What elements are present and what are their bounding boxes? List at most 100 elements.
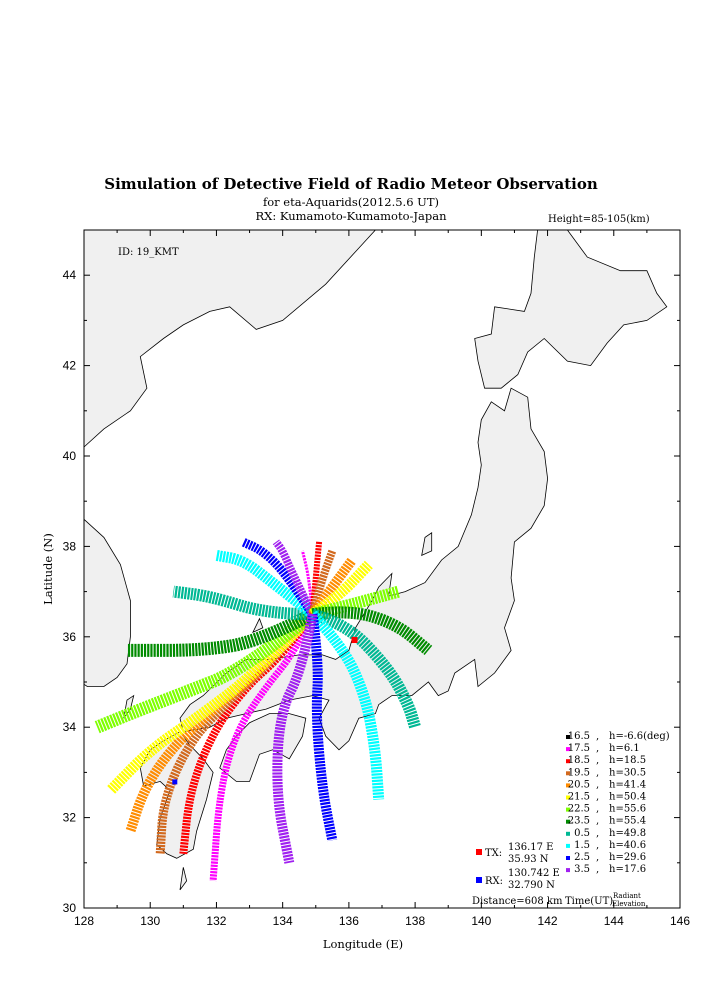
legend-elevation: h=30.5 xyxy=(609,767,646,778)
y-tick-label: 36 xyxy=(63,630,77,644)
legend-time: 1.5 xyxy=(574,840,590,851)
rx-station-marker xyxy=(172,779,178,785)
legend-comma: , xyxy=(596,755,599,766)
legend-elev-label-1: Radiant xyxy=(613,892,641,900)
legend-elevation: h=50.4 xyxy=(609,792,646,803)
tsushima-land xyxy=(123,694,135,719)
x-tick-label: 130 xyxy=(140,914,160,928)
legend-comma: , xyxy=(596,828,599,839)
legend-elevation: h=29.6 xyxy=(609,852,646,863)
y-tick-label: 42 xyxy=(63,359,77,373)
legend-swatch xyxy=(566,856,570,860)
distance-label: Distance=608 km xyxy=(472,896,563,907)
rx-lon: 130.742 E xyxy=(508,868,560,879)
legend-elevation: h=18.5 xyxy=(609,755,646,766)
shikoku-land xyxy=(219,713,307,782)
legend-comma: , xyxy=(596,804,599,815)
legend-swatch xyxy=(566,807,570,812)
legend-swatch xyxy=(566,747,570,752)
detective-fields xyxy=(94,537,433,882)
x-axis-label: Longitude (E) xyxy=(323,937,403,951)
legend-time: 18.5 xyxy=(568,755,590,766)
field-ribbon-6 xyxy=(127,608,316,657)
hokkaido-land xyxy=(474,230,668,389)
tx-lon: 136.17 E xyxy=(508,842,553,853)
x-tick-label: 146 xyxy=(670,914,690,928)
chart-subtitle: for eta-Aquarids(2012.5.6 UT) xyxy=(262,195,440,209)
x-tick-label: 128 xyxy=(74,914,94,928)
legend-comma: , xyxy=(596,816,599,827)
tx-lat: 35.93 N xyxy=(508,854,549,865)
x-tick-label: 134 xyxy=(273,914,293,928)
rx-lat: 32.790 N xyxy=(508,880,555,891)
legend-elevation: h=17.6 xyxy=(609,864,646,875)
y-axis-label: Latitude (N) xyxy=(41,533,55,605)
chart-title: Simulation of Detective Field of Radio M… xyxy=(104,175,598,193)
field-ribbon-21 xyxy=(272,613,318,864)
x-tick-label: 144 xyxy=(604,914,624,928)
x-tick-label: 140 xyxy=(471,914,491,928)
x-tick-label: 138 xyxy=(405,914,425,928)
y-tick-label: 40 xyxy=(63,449,77,463)
y-tick-label: 30 xyxy=(63,901,77,915)
legend-swatch xyxy=(566,795,570,800)
tx-station-marker xyxy=(351,637,358,643)
legend-comma: , xyxy=(596,731,599,742)
legend-time: 22.5 xyxy=(568,804,590,815)
field-ribbon-18 xyxy=(310,608,421,729)
tanegashima-land xyxy=(179,867,188,891)
legend-swatch xyxy=(566,819,570,824)
legend-time: 16.5 xyxy=(568,731,590,742)
field-ribbon-15 xyxy=(309,560,373,619)
legend-time: 19.5 xyxy=(568,767,590,778)
legend-time: 23.5 xyxy=(568,816,590,827)
legend-elevation: h=40.6 xyxy=(609,840,646,851)
legend-time-label: Time(UT) xyxy=(565,896,613,907)
legend-time: 0.5 xyxy=(574,828,590,839)
legend-comma: , xyxy=(596,743,599,754)
x-tick-label: 142 xyxy=(538,914,558,928)
legend-comma: , xyxy=(596,779,599,790)
legend-time: 20.5 xyxy=(568,779,590,790)
legend-elevation: h=55.6 xyxy=(609,804,646,815)
legend-elevation: h=55.4 xyxy=(609,816,646,827)
field-ribbon-7 xyxy=(172,585,313,621)
legend-comma: , xyxy=(596,767,599,778)
field-ribbon-4 xyxy=(106,610,317,795)
y-tick-label: 44 xyxy=(63,268,77,282)
id-label: ID: 19_KMT xyxy=(118,247,179,258)
tx-label: TX: xyxy=(485,848,502,859)
sado-land xyxy=(421,532,433,557)
field-ribbon-8 xyxy=(215,549,316,619)
legend-elevation: h=49.8 xyxy=(609,828,646,839)
x-tick-label: 132 xyxy=(206,914,226,928)
legend-swatch xyxy=(566,868,570,873)
legend-swatch xyxy=(566,759,570,764)
x-axis-ticks: 128 130 132 134 136 138 140 142 144 146 xyxy=(74,230,690,928)
legend-time: 17.5 xyxy=(568,743,590,754)
legend-elevation: h=-6.6(deg) xyxy=(609,731,670,742)
rx-label: RX: xyxy=(485,876,503,887)
legend-comma: , xyxy=(596,864,599,875)
y-axis-ticks: 30 32 34 36 38 40 42 44 xyxy=(63,229,680,915)
legend-swatch xyxy=(566,783,570,788)
legend-swatch xyxy=(566,843,570,848)
legend-swatch xyxy=(566,735,570,739)
legend-elevation: h=41.4 xyxy=(609,779,646,790)
china-mainland-land xyxy=(84,230,376,448)
y-tick-label: 34 xyxy=(63,720,77,734)
field-ribbon-10 xyxy=(272,539,317,616)
legend-time: 3.5 xyxy=(574,864,590,875)
y-tick-label: 32 xyxy=(63,811,77,825)
legend-time: 21.5 xyxy=(568,792,590,803)
field-ribbon-17 xyxy=(311,606,433,656)
legend-swatch xyxy=(566,831,570,836)
tx-legend-swatch xyxy=(476,849,482,855)
time-legend: 16.5, h=-6.6(deg) 17.5, h=6.1 18.5, h=18.5 19.… xyxy=(566,731,670,875)
field-ribbon-20 xyxy=(307,613,338,842)
legend-comma: , xyxy=(596,852,599,863)
legend-comma: , xyxy=(596,840,599,851)
field-ribbon-19 xyxy=(308,610,385,800)
x-tick-label: 136 xyxy=(339,914,359,928)
